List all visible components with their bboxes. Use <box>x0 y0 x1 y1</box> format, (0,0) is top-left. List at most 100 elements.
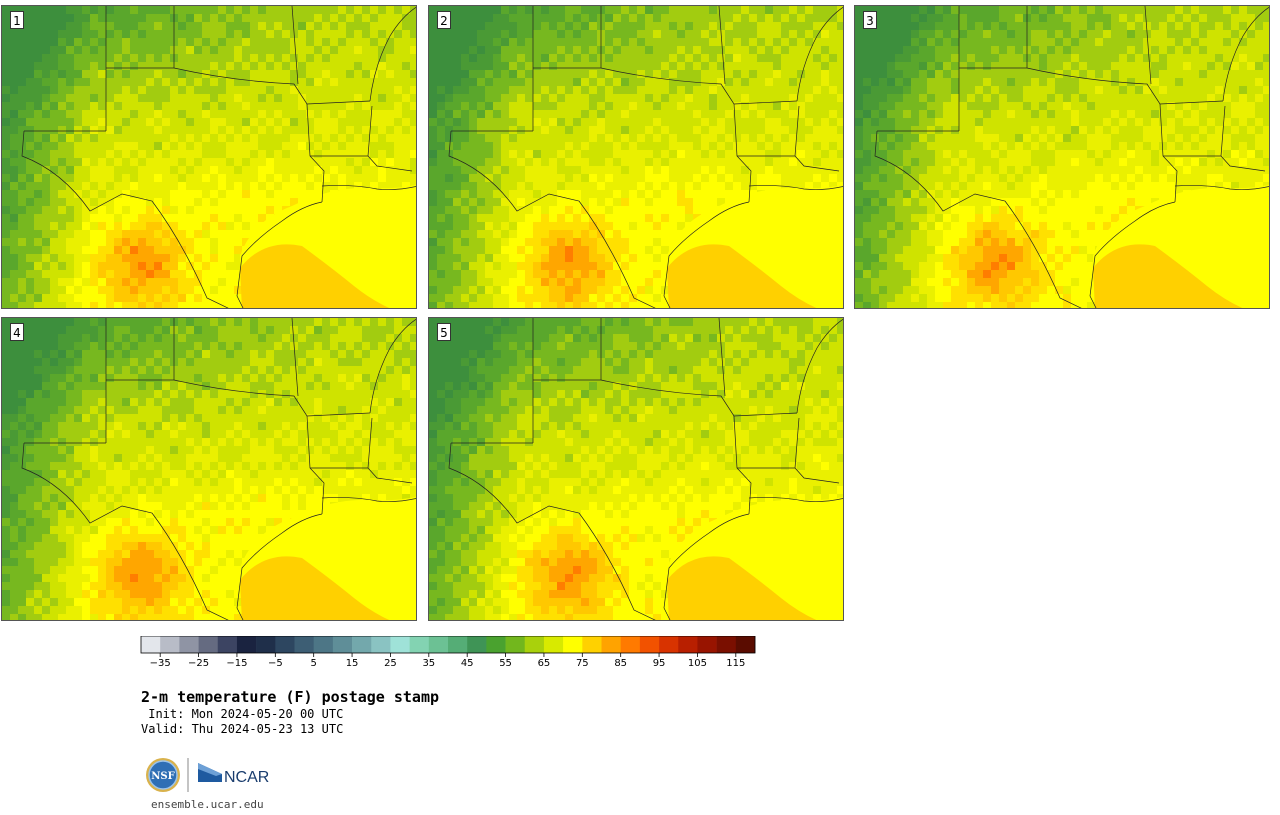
boundary-line <box>600 67 798 105</box>
boundary-line <box>796 6 843 102</box>
boundary-line <box>718 6 726 85</box>
boundary-line <box>291 6 299 85</box>
colorbar-segment <box>390 636 410 653</box>
colorbar <box>140 636 756 657</box>
boundary-line <box>748 497 843 502</box>
colorbar-segment <box>678 636 698 653</box>
boundary-line <box>173 379 371 417</box>
colorbar-tick-label: −5 <box>267 658 283 669</box>
colorbar-segment <box>639 636 660 653</box>
boundary-line <box>448 442 656 620</box>
boundary-line <box>794 467 840 484</box>
colorbar-segment <box>217 636 238 653</box>
colorbar-tick-label: 25 <box>384 658 397 669</box>
colorbar-segment <box>601 636 621 653</box>
boundary-line <box>369 6 416 102</box>
colorbar-tick-labels: −35 −25 −15 −5 5 15 25 35 45 55 65 75 85 95 105 115 <box>0 658 900 674</box>
map-panel-1: 1 <box>1 5 417 309</box>
boundary-line <box>600 379 798 417</box>
colorbar-tick-label: −35 <box>149 658 171 669</box>
panel-label: 5 <box>437 323 451 341</box>
temperature-map <box>429 318 843 620</box>
boundary-line <box>21 130 229 308</box>
boundary-line <box>1222 6 1269 102</box>
colorbar-segment <box>313 636 334 653</box>
boundary-line <box>733 415 752 515</box>
colorbar-segment <box>236 636 257 653</box>
boundary-line <box>748 185 843 190</box>
colorbar-segment <box>428 636 449 653</box>
colorbar-segment <box>543 636 564 653</box>
colorbar-segment <box>486 636 506 653</box>
temperature-map <box>2 318 416 620</box>
boundary-line <box>369 318 416 414</box>
colorbar-segment <box>620 636 641 653</box>
nsf-logo-text: NSF <box>151 771 174 782</box>
boundary-line <box>173 67 371 105</box>
colorbar-tick-label: 75 <box>575 658 589 669</box>
colorbar-tick-label: 85 <box>614 658 628 669</box>
boundary-line <box>663 201 750 308</box>
colorbar-tick-label: 65 <box>537 658 551 669</box>
colorbar-tick-label: 55 <box>499 658 512 669</box>
temperature-map <box>429 6 843 308</box>
colorbar-segment <box>294 636 314 653</box>
colorbar-segment <box>275 636 295 653</box>
colorbar-tick-label: 35 <box>422 658 436 669</box>
colorbar-tick-label: 105 <box>687 658 707 669</box>
boundary-line <box>1144 6 1152 85</box>
boundary-line <box>718 318 726 397</box>
colorbar-segment <box>659 636 679 653</box>
boundary-line <box>794 155 840 172</box>
colorbar-tick-label: −25 <box>188 658 210 669</box>
colorbar-segment <box>352 636 372 653</box>
colorbar-segment <box>256 636 276 653</box>
boundary-line <box>367 467 413 484</box>
colorbar-tick-label: 45 <box>460 658 474 669</box>
colorbar-segment <box>198 636 219 653</box>
colorbar-segment <box>409 636 430 653</box>
panel-label: 2 <box>437 11 451 29</box>
boundary-line <box>1089 201 1176 308</box>
boundary-line <box>306 415 325 515</box>
colorbar-segment <box>505 636 526 653</box>
colorbar-segment <box>332 636 353 653</box>
colorbar-segment <box>735 636 756 653</box>
colorbar-segment <box>160 636 180 653</box>
colorbar-segment <box>141 636 161 653</box>
valid-time: Valid: Thu 2024-05-23 13 UTC <box>141 722 344 736</box>
boundary-line <box>663 513 750 620</box>
boundary-line <box>306 103 325 203</box>
map-panel-3: 3 <box>854 5 1270 309</box>
boundary-line <box>1026 67 1224 105</box>
boundary-line <box>321 497 416 502</box>
boundary-line <box>733 103 752 203</box>
temperature-map <box>855 6 1269 308</box>
colorbar-segment <box>582 636 602 653</box>
boundary-line <box>236 201 323 308</box>
boundary-line <box>1220 155 1266 172</box>
colorbar-tick-label: 5 <box>310 658 317 669</box>
panel-label: 1 <box>10 11 24 29</box>
colorbar-tick-label: 115 <box>726 658 746 669</box>
colorbar-segment <box>179 636 199 653</box>
ncar-logo: NCAR <box>198 763 269 786</box>
panel-label: 4 <box>10 323 24 341</box>
map-panel-4: 4 <box>1 317 417 621</box>
colorbar-tick-label: −15 <box>226 658 248 669</box>
boundary-line <box>367 155 413 172</box>
colorbar-segment <box>563 636 583 653</box>
boundary-line <box>321 185 416 190</box>
panel-label: 3 <box>863 11 877 29</box>
boundary-line <box>796 318 843 414</box>
init-time: Init: Mon 2024-05-20 00 UTC <box>141 707 344 721</box>
colorbar-tick-label: 95 <box>652 658 666 669</box>
logos: NSF NCAR <box>144 756 284 796</box>
colorbar-segment <box>524 636 545 653</box>
map-panel-5: 5 <box>428 317 844 621</box>
colorbar-segment <box>448 636 468 653</box>
colorbar-tick-label: 15 <box>345 658 359 669</box>
nsf-logo: NSF <box>146 758 180 792</box>
temperature-map <box>2 6 416 308</box>
boundary-line <box>448 130 656 308</box>
